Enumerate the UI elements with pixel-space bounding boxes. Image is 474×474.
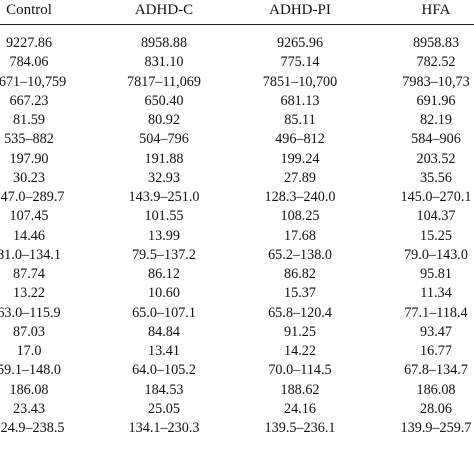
- table-cell: 9227.86: [5, 35, 53, 51]
- table-cell: 775.14: [280, 54, 320, 71]
- table-cell: 87.74: [13, 266, 45, 282]
- table-cell: 93.47: [420, 323, 452, 340]
- table-cell: 203.52: [416, 150, 456, 167]
- header-adhd-c: ADHD-C: [134, 2, 194, 18]
- table-header-row: Control ADHD-C ADHD-PI HFA: [0, 0, 474, 24]
- table-cell: 86.82: [284, 266, 316, 282]
- table-cell: 8958.88: [140, 35, 188, 51]
- table-cell: 139.5–236.1: [264, 420, 336, 436]
- header-adhd-pi: ADHD-PI: [269, 2, 331, 18]
- table-cell: 23.43: [13, 400, 45, 417]
- table-cell: 147.0–289.7: [0, 189, 65, 205]
- table-cell: 14.22: [284, 343, 316, 359]
- table-cell: 535–882: [4, 131, 54, 148]
- table-cell: 199.24: [280, 150, 320, 167]
- header-control: Control: [6, 2, 52, 18]
- table-cell: 70.0–114.5: [268, 362, 332, 379]
- table-cell: 65.2–138.0: [268, 246, 332, 263]
- table-cell: 7983–10,73: [402, 73, 470, 90]
- table-cell: 101.55: [144, 208, 184, 225]
- table-cell: 188.62: [280, 381, 320, 398]
- table-cell: 79.0–143.0: [404, 246, 468, 263]
- table-cell: 15.37: [284, 285, 316, 302]
- table-cell: 15.25: [420, 227, 452, 244]
- table-cell: 186.08: [9, 381, 49, 398]
- table-cell: 81.0–134.1: [0, 246, 61, 263]
- table-cell: 25.05: [148, 400, 180, 417]
- table-cell: 16.77: [420, 343, 452, 359]
- table-cell: 11.34: [420, 285, 452, 302]
- table-cell: 24.16: [284, 400, 316, 417]
- table-cell: 184.53: [144, 381, 184, 398]
- table-cell: 17.0: [16, 343, 42, 359]
- table-cell: 86.12: [148, 266, 180, 282]
- table-cell: 13.41: [148, 343, 180, 359]
- table-cell: 134.1–230.3: [128, 420, 200, 436]
- table-cell: 32.93: [148, 169, 180, 186]
- table-cell: 13.22: [13, 285, 45, 302]
- table-cell: 17.68: [284, 227, 316, 244]
- table-cell: 7817–11,069: [127, 73, 201, 90]
- table-cell: 80.92: [148, 112, 180, 128]
- table-cell: 143.9–251.0: [128, 189, 200, 205]
- table-cell: 95.81: [420, 266, 452, 282]
- table-cell: 108.25: [280, 208, 320, 225]
- table-cell: 63.0–115.9: [0, 304, 61, 321]
- table-cell: 650.40: [144, 92, 184, 109]
- table-cell: 496–812: [275, 131, 325, 148]
- table-cell: 691.96: [416, 92, 456, 109]
- table-cell: 104.37: [416, 208, 456, 225]
- table-cell: 145.0–270.1: [400, 189, 472, 205]
- header-rule: [0, 24, 474, 25]
- table-cell: 681.13: [280, 92, 320, 109]
- table-cell: 77.1–118.4: [404, 304, 468, 321]
- table-cell: 91.25: [284, 323, 316, 340]
- table-cell: 191.88: [144, 150, 184, 167]
- table-cell: 65.0–107.1: [132, 304, 196, 321]
- table-cell: 59.1–148.0: [0, 362, 61, 379]
- table-cell: 107.45: [9, 208, 49, 225]
- table-cell: 197.90: [9, 150, 49, 167]
- table-cell: 30.23: [13, 169, 45, 186]
- table-cell: 28.06: [420, 400, 452, 417]
- table-cell: 35.56: [420, 169, 452, 186]
- table-cell: 784.06: [9, 54, 49, 71]
- table-cell: 186.08: [416, 381, 456, 398]
- table-cell: 9265.96: [276, 35, 324, 51]
- table-cell: 8958.83: [412, 35, 460, 51]
- table-cell: 64.0–105.2: [132, 362, 196, 379]
- table-cell: 782.52: [416, 54, 456, 71]
- table-cell: 504–796: [139, 131, 189, 148]
- table-cell: 10.60: [148, 285, 180, 302]
- header-hfa: HFA: [421, 2, 451, 18]
- table-cell: 85.11: [284, 112, 316, 128]
- table-cell: 67.8–134.7: [404, 362, 468, 379]
- table-cell: 7671–10,759: [0, 73, 67, 90]
- table-cell: 13.99: [148, 227, 180, 244]
- table-cell: 27.89: [284, 169, 316, 186]
- table-cell: 87.03: [13, 323, 45, 340]
- table-cell: 584–906: [411, 131, 461, 148]
- table-cell: 667.23: [9, 92, 49, 109]
- table-cell: 84.84: [148, 323, 180, 340]
- table-cell: 81.59: [13, 112, 45, 128]
- table-cell: 65.8–120.4: [268, 304, 332, 321]
- table-cell: 139.9–259.7: [400, 420, 472, 436]
- table-cell: 7851–10,700: [262, 73, 338, 90]
- table-cell: 14.46: [13, 227, 45, 244]
- table-cell: 128.3–240.0: [264, 189, 336, 205]
- table-cell: 82.19: [420, 112, 452, 128]
- table-cell: 831.10: [144, 54, 184, 71]
- table-cell: 124.9–238.5: [0, 420, 65, 436]
- table-cell: 79.5–137.2: [132, 246, 196, 263]
